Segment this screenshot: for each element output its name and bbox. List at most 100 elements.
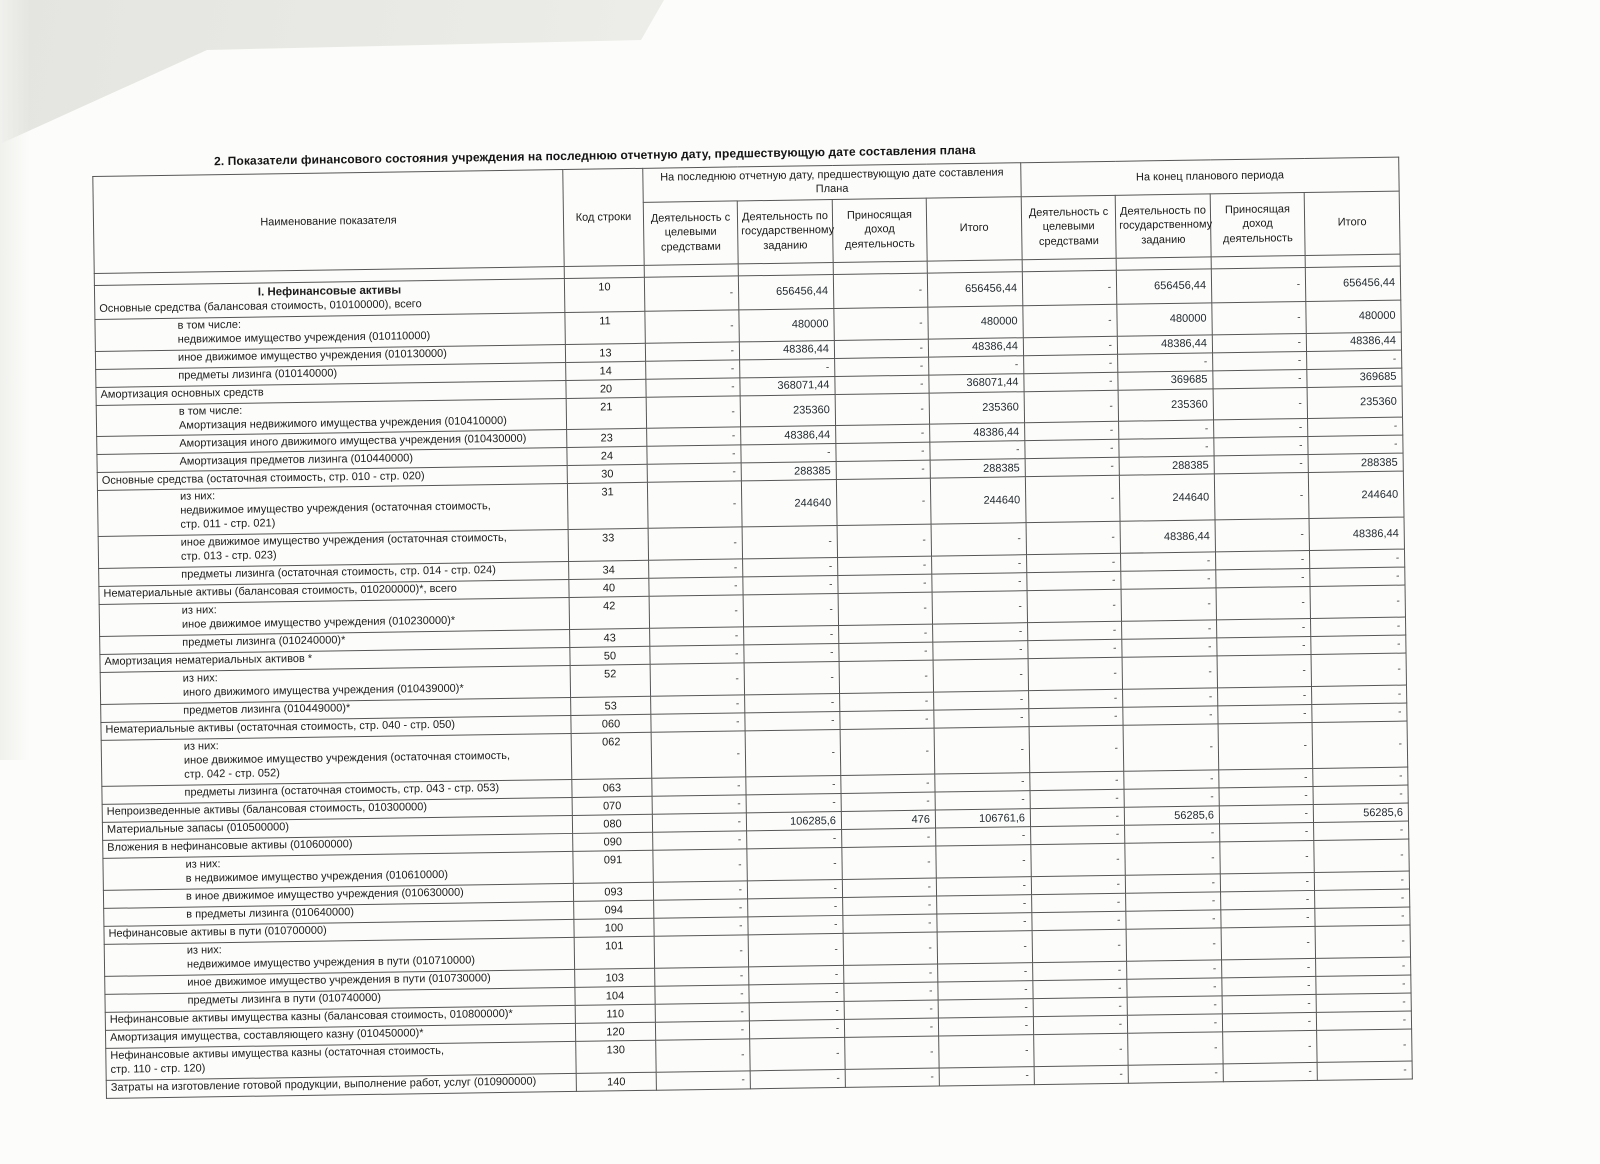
cell-value: - [656,1070,751,1091]
cell-value: 288385 [1119,456,1215,476]
row-code: 21 [566,396,647,430]
header-group-report-date: На последнюю отчетную дату, предшествующ… [642,162,1022,202]
cell-value: - [842,878,937,898]
row-code: 093 [573,882,654,902]
cell-value: - [1216,618,1311,639]
cell-value: - [1027,639,1123,659]
cell-value: 48386,44 [740,425,836,446]
row-code: 24 [566,446,648,466]
cell-value: - [654,934,749,969]
cell-value: 56285,6 [1124,805,1220,826]
cell-value: - [835,392,930,426]
cell-value: - [1223,1062,1318,1082]
cell-value: - [1122,706,1219,726]
cell-value: - [1028,689,1123,709]
cell-value: - [1311,653,1407,687]
cell-value: - [648,527,743,561]
cell-value: - [742,525,838,560]
row-code: 100 [573,918,655,938]
cell-value: - [653,898,748,919]
cell-value: 480000 [1305,299,1402,334]
cell-value: - [1216,636,1312,657]
cell-value: - [938,998,1034,1019]
cell-value: - [651,776,747,797]
cell-value: - [1029,771,1125,791]
cell-value: - [649,595,744,629]
cell-value: - [1034,1065,1129,1085]
cell-value: - [746,847,843,881]
cell-value: 48386,44 [929,423,1025,443]
cell-value: - [1222,1012,1317,1032]
cell-value: - [1022,269,1117,306]
cell-value: - [654,966,749,987]
cell-value: - [739,358,835,378]
cell-value: - [1023,353,1118,374]
cell-value: - [742,575,839,596]
row-label: из них: иное движимое имущество учреждени… [101,733,572,787]
cell-value: - [1222,1030,1318,1064]
row-code: 43 [569,628,650,648]
header-group-plan-period: На конец планового периода [1020,157,1400,197]
cell-value: 288385 [741,461,837,482]
cell-value: - [834,374,930,395]
cell-value: - [1027,589,1122,623]
cell-value: - [1026,571,1122,591]
cell-value: - [1219,786,1314,806]
cell-value: - [645,377,741,397]
header-subcol: Деятельность по государственному заданию [737,199,834,264]
cell-value: - [928,355,1024,375]
scanned-sheet: 2. Показатели финансового состояния учре… [92,136,1426,1099]
row-code: 104 [574,986,656,1006]
row-code: 33 [568,528,649,562]
cell-value: - [743,593,839,628]
cell-value: - [650,695,745,715]
cell-value: - [1313,785,1409,805]
cell-value: - [837,524,932,558]
cell-value: - [837,574,933,594]
row-code: 060 [570,714,652,734]
cell-value: - [1024,389,1119,424]
cell-value: - [654,984,750,1005]
row-code: 063 [571,778,653,798]
row-code: 140 [576,1072,657,1092]
cell-value: - [1314,889,1410,909]
cell-value: - [1121,638,1218,658]
cell-value: - [841,828,936,848]
cell-value: - [644,275,739,311]
header-subcol: Итого [1304,190,1401,256]
row-code: 30 [567,464,648,484]
cell-value: - [1317,1060,1413,1081]
cell-value: - [746,793,842,813]
cell-value: - [932,640,1029,661]
cell-value: - [1128,1063,1224,1084]
cell-value: 244640 [1308,471,1405,519]
cell-value: - [1215,518,1310,553]
header-subcol: Итого [926,196,1023,261]
cell-value: - [1120,570,1217,590]
row-code: 103 [574,968,655,988]
cell-value: - [1215,568,1311,589]
cell-value: 476 [841,810,936,830]
cell-value: - [1213,418,1308,439]
row-code: 070 [572,796,653,816]
cell-value: - [839,692,934,712]
table-body: I. Нефинансовые активы Основные средства … [94,253,1413,1099]
cell-value: - [1309,567,1406,587]
header-subcol: Приносящая доход деятельность [832,197,928,263]
cell-value: - [1213,436,1309,457]
cell-value: - [744,661,840,696]
cell-value: - [1124,823,1220,844]
cell-value: - [844,1036,940,1070]
cell-value: - [650,713,746,733]
cell-value: - [1310,585,1406,619]
header-code: Код строки [562,168,645,267]
cell-value: - [1310,617,1406,637]
cell-value: - [841,792,936,812]
cell-value: - [938,1016,1034,1037]
header-subcol: Деятельность с целевыми средствами [1021,194,1117,260]
cell-value: - [840,774,936,794]
cell-value: - [937,962,1033,983]
cell-value: - [1309,549,1405,569]
cell-value: - [744,711,841,732]
cell-value: 48386,44 [1309,517,1405,551]
